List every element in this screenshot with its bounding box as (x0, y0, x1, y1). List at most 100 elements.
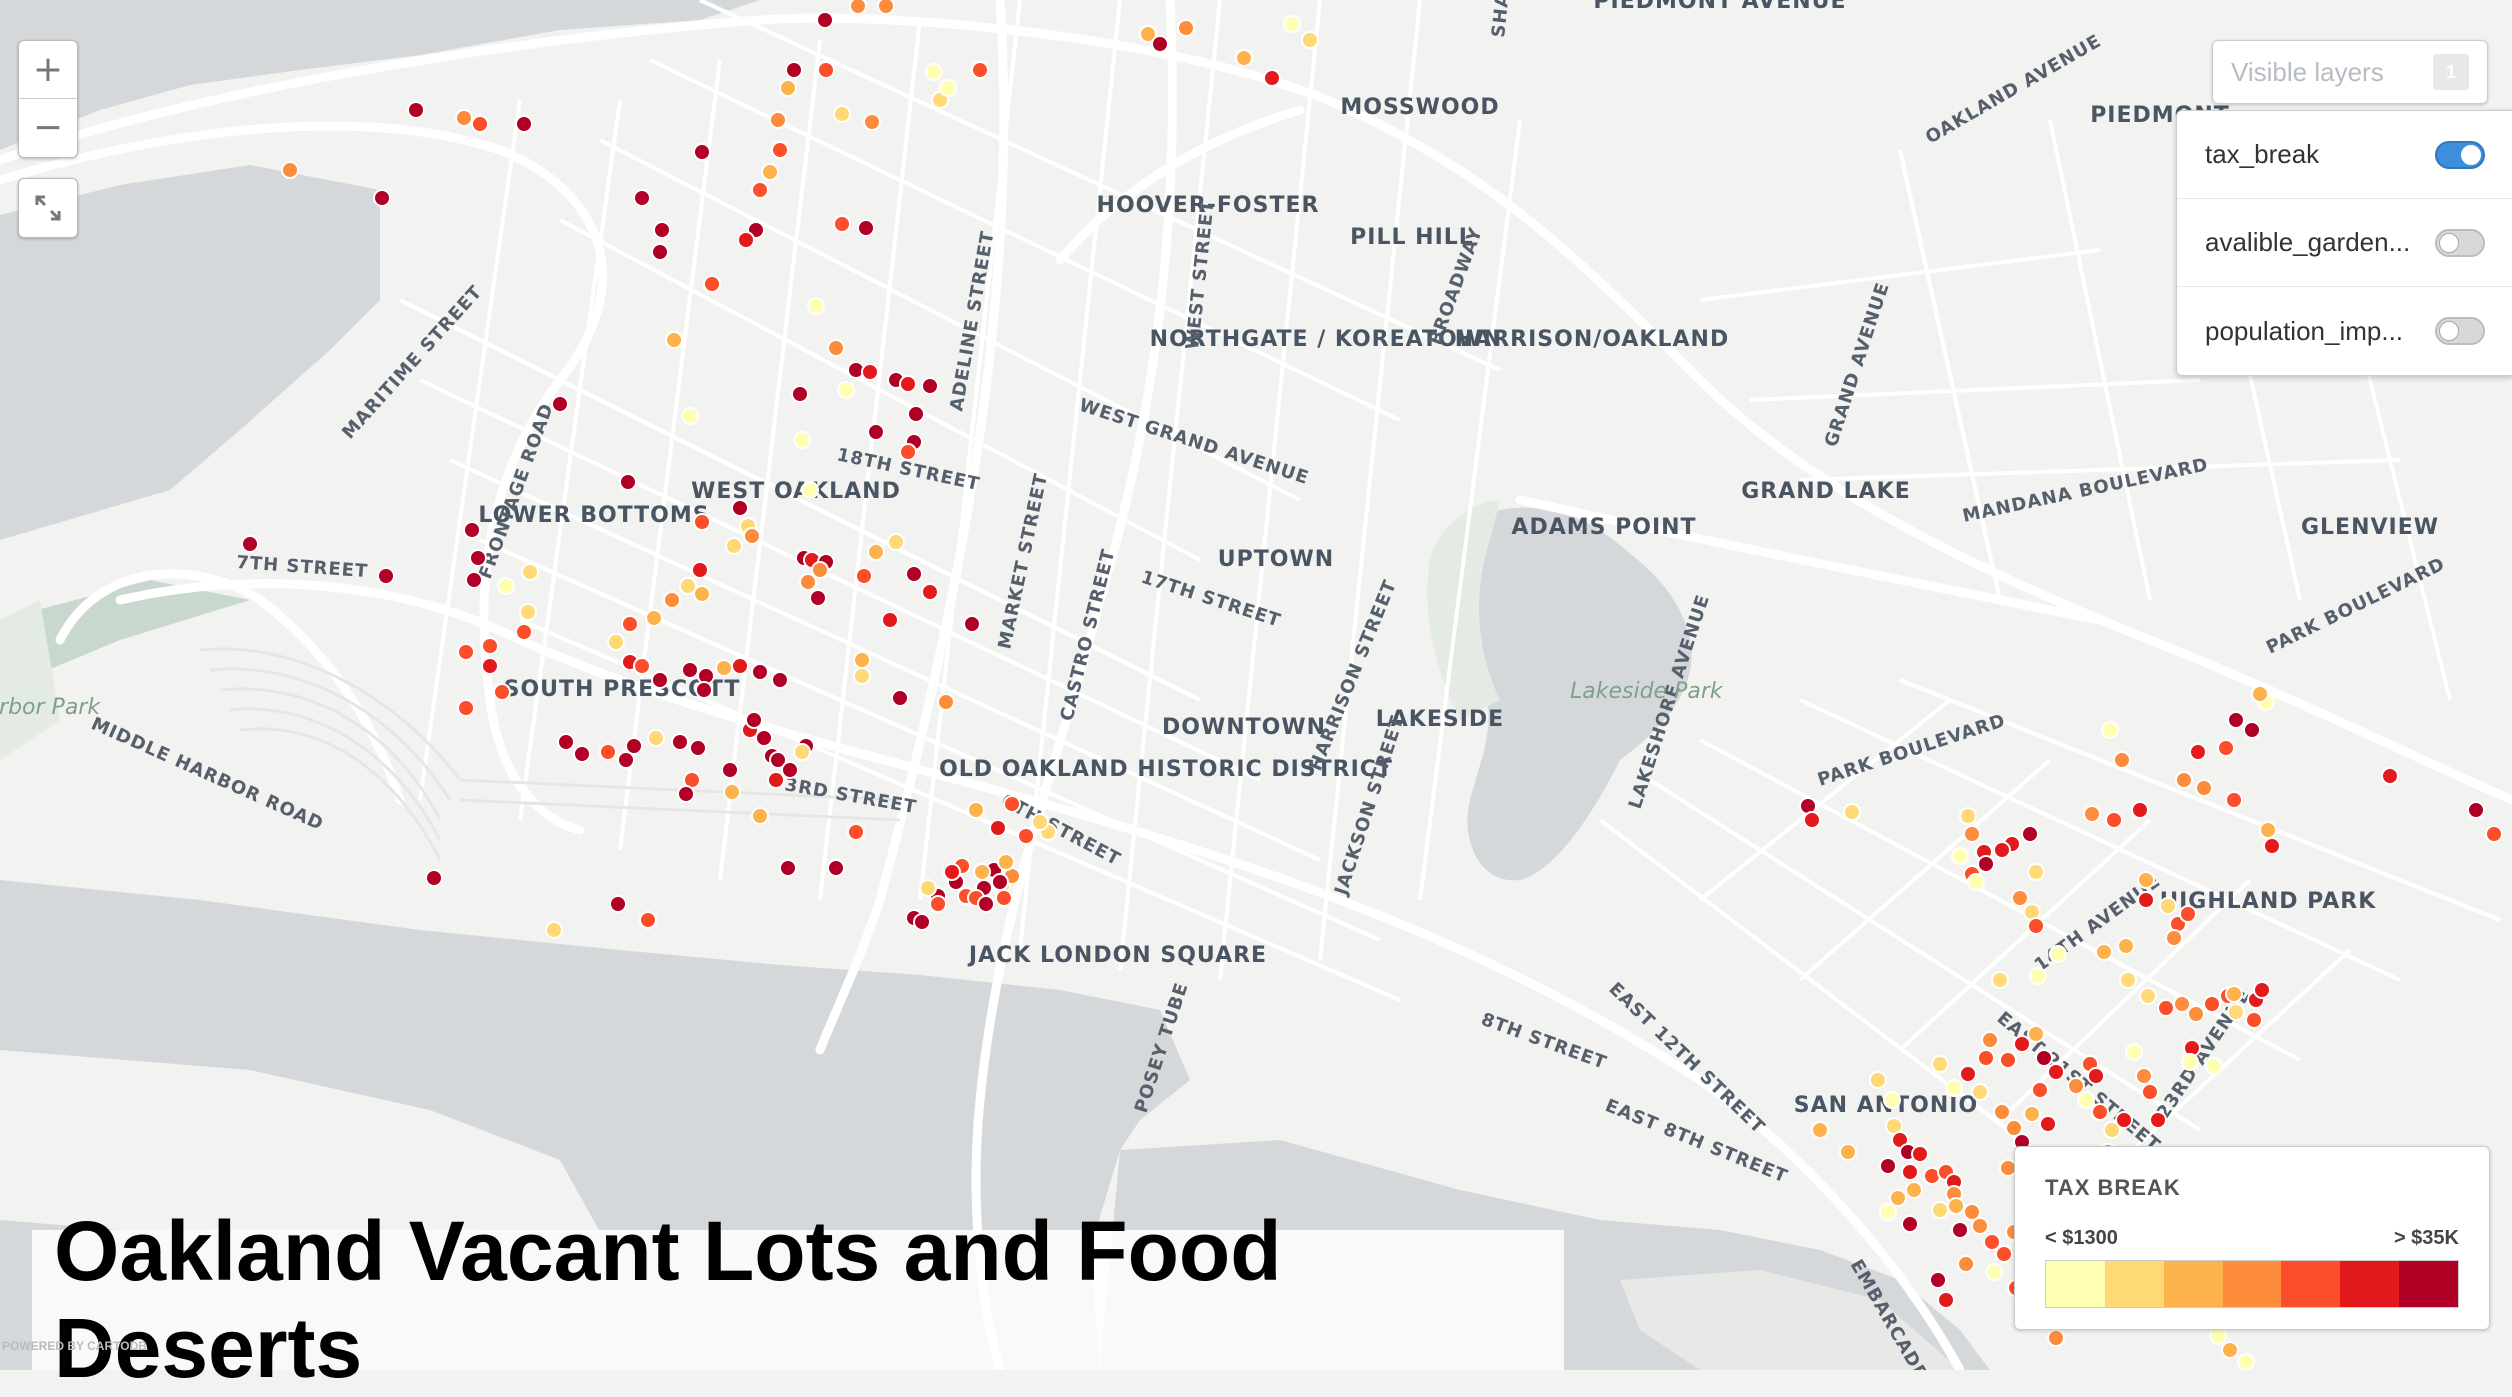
vacant-lot-point[interactable] (663, 591, 681, 609)
vacant-lot-point[interactable] (2005, 1119, 2023, 1137)
vacant-lot-point[interactable] (1869, 1071, 1887, 1089)
vacant-lot-point[interactable] (967, 801, 985, 819)
vacant-lot-point[interactable] (849, 0, 867, 15)
vacant-lot-point[interactable] (793, 743, 811, 761)
vacant-lot-point[interactable] (2225, 791, 2243, 809)
vacant-lot-point[interactable] (809, 589, 827, 607)
zoom-in-button[interactable]: + (19, 41, 77, 99)
vacant-lot-point[interactable] (1983, 1233, 2001, 1251)
vacant-lot-point[interactable] (455, 109, 473, 127)
vacant-lot-point[interactable] (407, 101, 425, 119)
vacant-lot-point[interactable] (725, 537, 743, 555)
vacant-lot-point[interactable] (1945, 1079, 1963, 1097)
vacant-lot-point[interactable] (853, 667, 871, 685)
vacant-lot-point[interactable] (799, 573, 817, 591)
vacant-lot-point[interactable] (693, 585, 711, 603)
vacant-lot-point[interactable] (857, 219, 875, 237)
vacant-lot-point[interactable] (665, 331, 683, 349)
vacant-lot-point[interactable] (703, 275, 721, 293)
vacant-lot-point[interactable] (937, 693, 955, 711)
vacant-lot-point[interactable] (651, 671, 669, 689)
vacant-lot-point[interactable] (2221, 1341, 2239, 1359)
vacant-lot-point[interactable] (693, 513, 711, 531)
vacant-lot-point[interactable] (2179, 905, 2197, 923)
vacant-lot-point[interactable] (887, 533, 905, 551)
vacant-lot-point[interactable] (973, 863, 991, 881)
vacant-lot-point[interactable] (1301, 31, 1319, 49)
vacant-lot-point[interactable] (521, 563, 539, 581)
vacant-lot-point[interactable] (743, 527, 761, 545)
vacant-lot-point[interactable] (677, 785, 695, 803)
vacant-lot-point[interactable] (715, 659, 733, 677)
vacant-lot-point[interactable] (817, 61, 835, 79)
vacant-lot-point[interactable] (2105, 811, 2123, 829)
vacant-lot-point[interactable] (2227, 711, 2245, 729)
vacant-lot-point[interactable] (943, 863, 961, 881)
vacant-lot-point[interactable] (2103, 1121, 2121, 1139)
vacant-lot-point[interactable] (801, 481, 819, 499)
vacant-lot-point[interactable] (863, 113, 881, 131)
vacant-lot-point[interactable] (2035, 1049, 2053, 1067)
vacant-lot-point[interactable] (2225, 985, 2243, 1003)
vacant-lot-point[interactable] (2131, 801, 2149, 819)
vacant-lot-point[interactable] (1879, 1157, 1897, 1175)
vacant-lot-point[interactable] (463, 521, 481, 539)
vacant-lot-point[interactable] (689, 739, 707, 757)
vacant-lot-point[interactable] (551, 395, 569, 413)
vacant-lot-point[interactable] (1963, 825, 1981, 843)
vacant-lot-point[interactable] (2077, 1091, 2095, 1109)
vacant-lot-point[interactable] (621, 615, 639, 633)
layer-toggle-population-impact[interactable] (2435, 317, 2485, 345)
vacant-lot-point[interactable] (465, 571, 483, 589)
vacant-lot-point[interactable] (2095, 943, 2113, 961)
vacant-lot-point[interactable] (645, 609, 663, 627)
vacant-lot-point[interactable] (377, 567, 395, 585)
vacant-lot-point[interactable] (2263, 837, 2281, 855)
vacant-lot-point[interactable] (633, 657, 651, 675)
vacant-lot-point[interactable] (681, 661, 699, 679)
vacant-lot-point[interactable] (761, 163, 779, 181)
vacant-lot-point[interactable] (2139, 987, 2157, 1005)
vacant-lot-point[interactable] (891, 689, 909, 707)
vacant-lot-point[interactable] (1959, 1065, 1977, 1083)
vacant-lot-point[interactable] (1985, 1263, 2003, 1281)
vacant-lot-point[interactable] (2181, 1053, 2199, 1071)
vacant-lot-point[interactable] (1177, 19, 1195, 37)
vacant-lot-point[interactable] (2027, 863, 2045, 881)
vacant-lot-point[interactable] (2117, 937, 2135, 955)
vacant-lot-point[interactable] (769, 111, 787, 129)
vacant-lot-point[interactable] (1003, 795, 1021, 813)
vacant-lot-point[interactable] (2031, 1081, 2049, 1099)
vacant-lot-point[interactable] (639, 911, 657, 929)
vacant-lot-point[interactable] (1995, 1245, 2013, 1263)
vacant-lot-point[interactable] (1843, 803, 1861, 821)
vacant-lot-point[interactable] (573, 745, 591, 763)
vacant-lot-point[interactable] (921, 377, 939, 395)
vacant-lot-point[interactable] (2027, 917, 2045, 935)
vacant-lot-point[interactable] (1139, 25, 1157, 43)
vacant-lot-point[interactable] (905, 565, 923, 583)
vacant-lot-point[interactable] (2159, 897, 2177, 915)
vacant-lot-point[interactable] (481, 637, 499, 655)
vacant-lot-point[interactable] (1977, 855, 1995, 873)
vacant-lot-point[interactable] (1981, 1031, 1999, 1049)
vacant-lot-point[interactable] (919, 879, 937, 897)
vacant-lot-point[interactable] (2115, 1111, 2133, 1129)
vacant-lot-point[interactable] (1911, 1145, 1929, 1163)
vacant-lot-point[interactable] (653, 221, 671, 239)
vacant-lot-point[interactable] (2013, 1035, 2031, 1053)
vacant-lot-point[interactable] (779, 79, 797, 97)
vacant-lot-point[interactable] (2203, 995, 2221, 1013)
vacant-lot-point[interactable] (793, 431, 811, 449)
vacant-lot-point[interactable] (457, 643, 475, 661)
vacant-lot-point[interactable] (939, 79, 957, 97)
vacant-lot-point[interactable] (2049, 945, 2067, 963)
vacant-lot-point[interactable] (2485, 825, 2503, 843)
vacant-lot-point[interactable] (997, 853, 1015, 871)
vacant-lot-point[interactable] (2467, 801, 2485, 819)
vacant-lot-point[interactable] (731, 499, 749, 517)
vacant-lot-point[interactable] (2113, 751, 2131, 769)
vacant-lot-point[interactable] (2039, 1115, 2057, 1133)
vacant-lot-point[interactable] (721, 761, 739, 779)
vacant-lot-point[interactable] (837, 381, 855, 399)
